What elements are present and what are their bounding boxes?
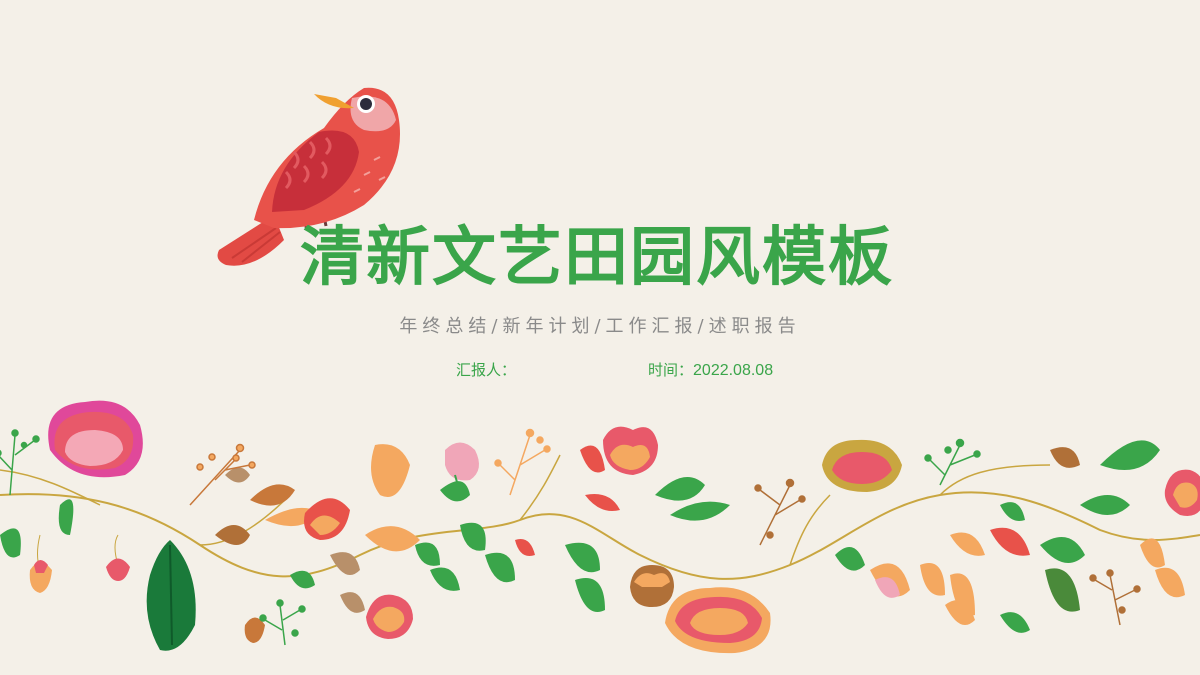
red-bird-illustration [217, 87, 400, 266]
date-label: 时间： [648, 361, 694, 379]
reporter-label: 汇报人： [456, 361, 517, 379]
slide-title: 清新文艺田园风模板 [300, 221, 894, 295]
date-value: 2022.08.08 [693, 362, 774, 379]
date-line: 时间：2022.08.08 [648, 359, 773, 380]
floral-vine-garland [0, 400, 1200, 654]
slide-subtitle: 年终总结/新年计划/工作汇报/述职报告 [399, 316, 801, 337]
